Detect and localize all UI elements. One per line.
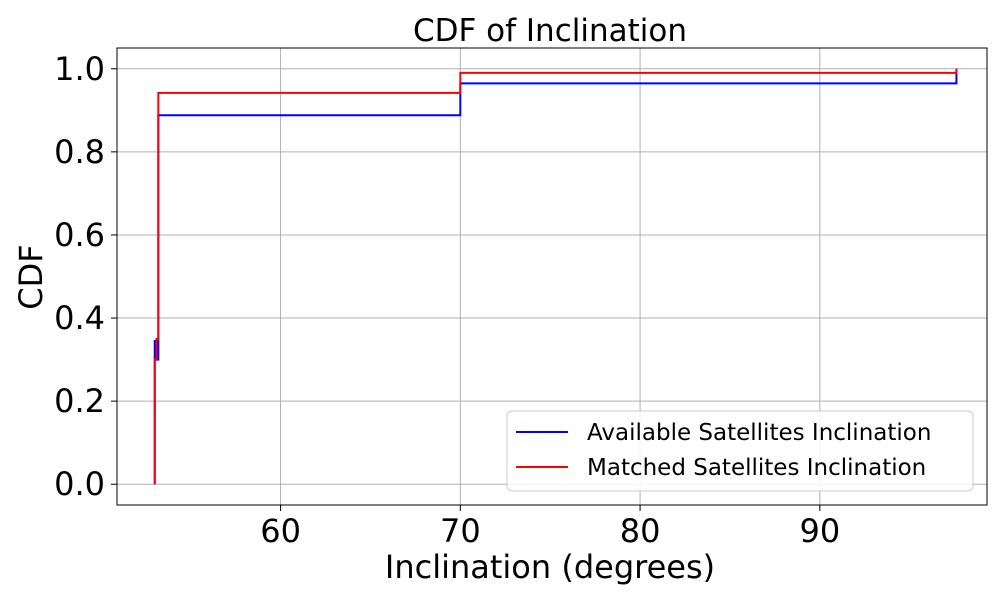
legend-label-matched: Matched Satellites Inclination bbox=[587, 455, 926, 481]
series-line-matched bbox=[153, 68, 958, 485]
y-tick-label: 0.6 bbox=[54, 216, 105, 254]
y-tick-label: 1.0 bbox=[54, 50, 105, 88]
y-tick-label: 0.0 bbox=[54, 465, 105, 503]
y-tick-label: 0.2 bbox=[54, 382, 105, 420]
y-axis-ticks: 0.0 0.2 0.4 0.6 0.8 1.0 bbox=[54, 50, 117, 503]
y-tick-label: 0.8 bbox=[54, 133, 105, 171]
x-tick-label: 90 bbox=[799, 512, 840, 550]
legend: Available Satellites Inclination Matched… bbox=[506, 410, 974, 492]
y-axis-label: CDF bbox=[12, 244, 50, 309]
chart-title: CDF of Inclination bbox=[413, 13, 687, 49]
x-tick-label: 60 bbox=[260, 512, 301, 550]
legend-box bbox=[506, 410, 974, 492]
x-axis-ticks: 60 70 80 90 bbox=[260, 505, 840, 550]
x-tick-label: 70 bbox=[440, 512, 481, 550]
legend-label-available: Available Satellites Inclination bbox=[587, 420, 931, 446]
x-axis-label: Inclination (degrees) bbox=[385, 548, 715, 586]
series-lines bbox=[153, 68, 958, 485]
plot-frame bbox=[116, 47, 988, 506]
y-tick-label: 0.4 bbox=[54, 299, 105, 337]
x-tick-label: 80 bbox=[620, 512, 661, 550]
